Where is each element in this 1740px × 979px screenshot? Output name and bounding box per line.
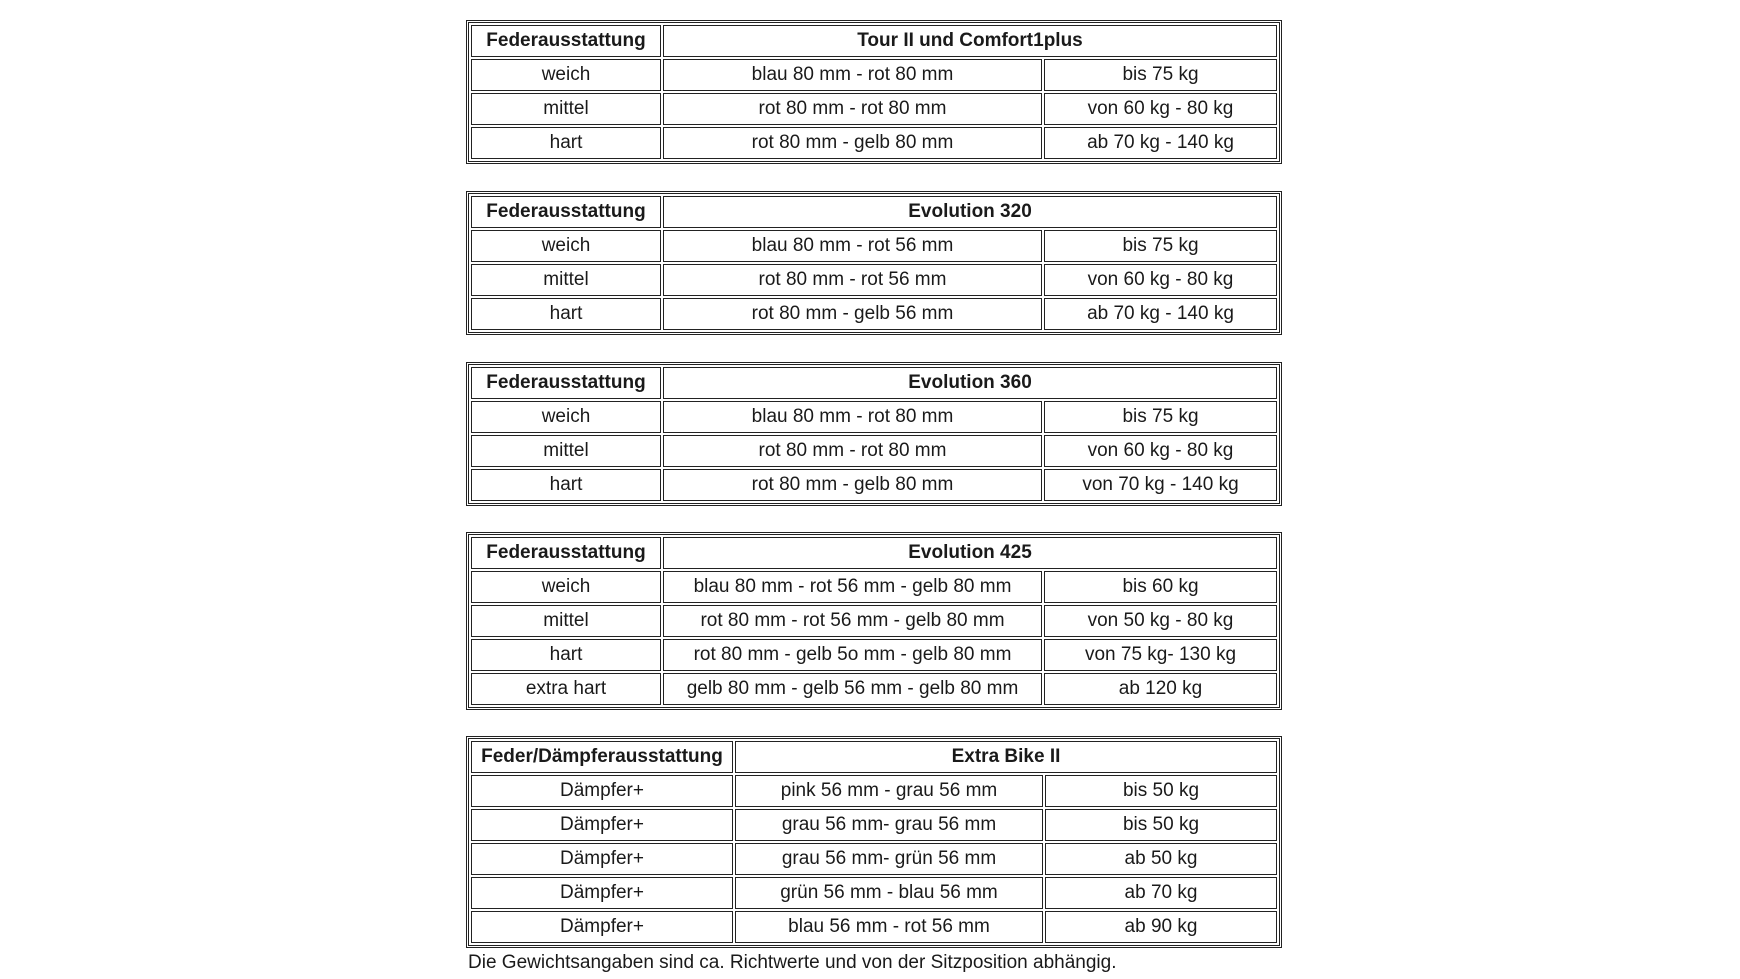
springs-cell: blau 80 mm - rot 56 mm [663,230,1042,262]
table-row: Dämpfer+ grün 56 mm - blau 56 mm ab 70 kg [471,877,1277,909]
springs-cell: blau 80 mm - rot 80 mm [663,59,1042,91]
header-config: Federausstattung [471,367,661,399]
table-row: Dämpfer+ pink 56 mm - grau 56 mm bis 50 kg [471,775,1277,807]
level-cell: mittel [471,264,661,296]
springs-cell: rot 80 mm - gelb 56 mm [663,298,1042,330]
table-row: hart rot 80 mm - gelb 56 mm ab 70 kg - 140… [471,298,1277,330]
springs-cell: blau 80 mm - rot 56 mm - gelb 80 mm [663,571,1042,603]
level-cell: weich [471,401,661,433]
table-row: Dämpfer+ blau 56 mm - rot 56 mm ab 90 kg [471,911,1277,943]
table-row: weich blau 80 mm - rot 56 mm - gelb 80 mm… [471,571,1277,603]
level-cell: Dämpfer+ [471,911,733,943]
springs-cell: rot 80 mm - rot 56 mm [663,264,1042,296]
header-config: Feder/Dämpferausstattung [471,741,733,773]
weight-cell: von 60 kg - 80 kg [1044,93,1277,125]
springs-cell: pink 56 mm - grau 56 mm [735,775,1043,807]
table-row: hart rot 80 mm - gelb 80 mm von 70 kg - 14… [471,469,1277,501]
level-cell: weich [471,59,661,91]
springs-cell: rot 80 mm - rot 80 mm [663,435,1042,467]
weight-cell: bis 50 kg [1045,775,1277,807]
table-header-row: Federausstattung Evolution 360 [471,367,1277,399]
spec-table: Federausstattung Tour II und Comfort1plus… [466,20,1282,164]
level-cell: hart [471,127,661,159]
level-cell: hart [471,469,661,501]
level-cell: Dämpfer+ [471,809,733,841]
table-header-row: Federausstattung Evolution 320 [471,196,1277,228]
table-row: weich blau 80 mm - rot 56 mm bis 75 kg [471,230,1277,262]
header-config: Federausstattung [471,537,661,569]
level-cell: weich [471,230,661,262]
weight-cell: ab 90 kg [1045,911,1277,943]
table-row: weich blau 80 mm - rot 80 mm bis 75 kg [471,59,1277,91]
weight-cell: von 75 kg- 130 kg [1044,639,1277,671]
table-row: extra hart gelb 80 mm - gelb 56 mm - gelb… [471,673,1277,705]
level-cell: mittel [471,605,661,637]
springs-cell: rot 80 mm - gelb 80 mm [663,469,1042,501]
level-cell: hart [471,298,661,330]
table-row: mittel rot 80 mm - rot 56 mm - gelb 80 mm… [471,605,1277,637]
table-row: mittel rot 80 mm - rot 80 mm von 60 kg - 8… [471,93,1277,125]
header-config: Federausstattung [471,196,661,228]
level-cell: Dämpfer+ [471,775,733,807]
table-row: hart rot 80 mm - gelb 80 mm ab 70 kg - 140… [471,127,1277,159]
springs-cell: rot 80 mm - rot 56 mm - gelb 80 mm [663,605,1042,637]
weight-cell: ab 70 kg - 140 kg [1044,298,1277,330]
table-row: hart rot 80 mm - gelb 5o mm - gelb 80 mm v… [471,639,1277,671]
spec-table: Federausstattung Evolution 320 weich blau 8… [466,191,1282,335]
springs-cell: rot 80 mm - gelb 5o mm - gelb 80 mm [663,639,1042,671]
spec-table: Federausstattung Evolution 360 weich blau 8… [466,362,1282,506]
springs-cell: rot 80 mm - rot 80 mm [663,93,1042,125]
table-row: Dämpfer+ grau 56 mm- grün 56 mm ab 50 kg [471,843,1277,875]
weight-cell: bis 75 kg [1044,59,1277,91]
header-model: Tour II und Comfort1plus [663,25,1277,57]
weight-cell: bis 50 kg [1045,809,1277,841]
weight-cell: von 70 kg - 140 kg [1044,469,1277,501]
weight-cell: ab 120 kg [1044,673,1277,705]
springs-cell: rot 80 mm - gelb 80 mm [663,127,1042,159]
weight-cell: ab 50 kg [1045,843,1277,875]
level-cell: Dämpfer+ [471,877,733,909]
header-model: Extra Bike II [735,741,1277,773]
level-cell: Dämpfer+ [471,843,733,875]
level-cell: mittel [471,93,661,125]
spec-table: Feder/Dämpferausstattung Extra Bike II Däm… [466,736,1282,948]
level-cell: mittel [471,435,661,467]
weight-cell: von 60 kg - 80 kg [1044,435,1277,467]
springs-cell: grau 56 mm- grün 56 mm [735,843,1043,875]
springs-cell: gelb 80 mm - gelb 56 mm - gelb 80 mm [663,673,1042,705]
springs-cell: blau 80 mm - rot 80 mm [663,401,1042,433]
weight-cell: von 60 kg - 80 kg [1044,264,1277,296]
table-header-row: Feder/Dämpferausstattung Extra Bike II [471,741,1277,773]
header-model: Evolution 320 [663,196,1277,228]
table-row: mittel rot 80 mm - rot 56 mm von 60 kg - 8… [471,264,1277,296]
level-cell: extra hart [471,673,661,705]
weight-cell: bis 75 kg [1044,230,1277,262]
level-cell: weich [471,571,661,603]
header-model: Evolution 360 [663,367,1277,399]
weight-cell: ab 70 kg - 140 kg [1044,127,1277,159]
table-row: mittel rot 80 mm - rot 80 mm von 60 kg - 8… [471,435,1277,467]
weight-cell: ab 70 kg [1045,877,1277,909]
springs-cell: grau 56 mm- grau 56 mm [735,809,1043,841]
table-header-row: Federausstattung Evolution 425 [471,537,1277,569]
weight-cell: von 50 kg - 80 kg [1044,605,1277,637]
springs-cell: blau 56 mm - rot 56 mm [735,911,1043,943]
table-row: Dämpfer+ grau 56 mm- grau 56 mm bis 50 kg [471,809,1277,841]
weight-cell: bis 75 kg [1044,401,1277,433]
weight-cell: bis 60 kg [1044,571,1277,603]
header-config: Federausstattung [471,25,661,57]
table-header-row: Federausstattung Tour II und Comfort1plus [471,25,1277,57]
springs-cell: grün 56 mm - blau 56 mm [735,877,1043,909]
spec-table: Federausstattung Evolution 425 weich blau 8… [466,532,1282,710]
footnote: Die Gewichtsangaben sind ca. Richtwerte … [468,952,1117,973]
table-row: weich blau 80 mm - rot 80 mm bis 75 kg [471,401,1277,433]
level-cell: hart [471,639,661,671]
header-model: Evolution 425 [663,537,1277,569]
